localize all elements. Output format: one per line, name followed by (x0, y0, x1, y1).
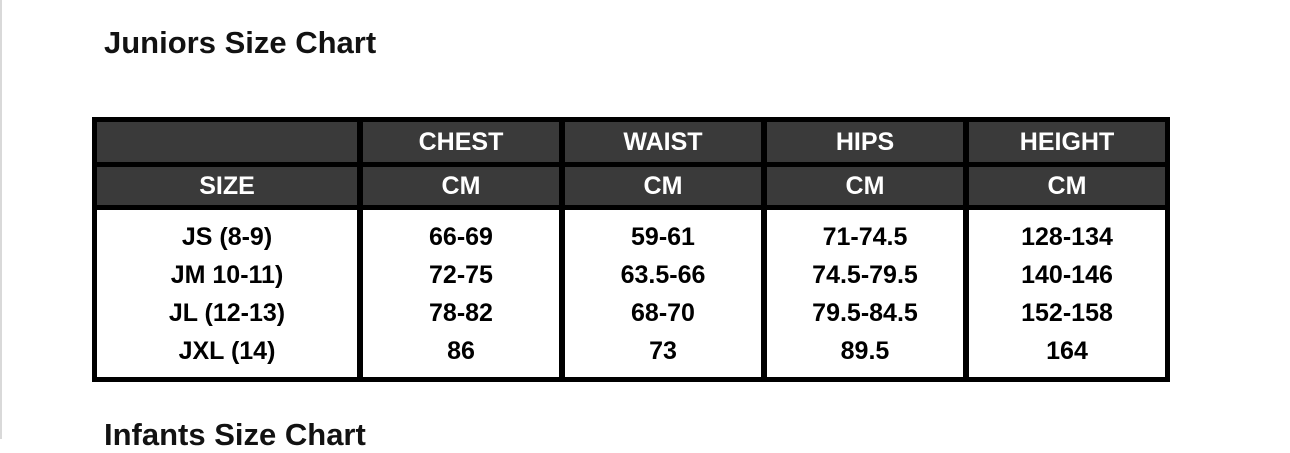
unit-cell-height: CM (969, 167, 1165, 205)
header-cell-chest: CHEST (363, 122, 559, 162)
size-column: JS (8-9) JM 10-11) JL (12-13) JXL (14) (97, 210, 357, 377)
chest-value: 86 (447, 336, 475, 365)
screenshot-left-edge (0, 0, 2, 439)
chest-value: 72-75 (429, 260, 493, 289)
header-cell-height: HEIGHT (969, 122, 1165, 162)
unit-cell-hips: CM (767, 167, 963, 205)
size-value: JM 10-11) (170, 260, 284, 289)
size-value: JXL (14) (178, 336, 276, 365)
chest-value: 78-82 (429, 298, 493, 327)
unit-cell-chest: CM (363, 167, 559, 205)
chest-value: 66-69 (429, 222, 493, 251)
hips-value: 74.5-79.5 (812, 260, 918, 289)
header-cell-hips: HIPS (767, 122, 963, 162)
waist-value: 73 (649, 336, 677, 365)
next-section-title-clipped: Infants Size Chart (104, 417, 366, 452)
height-value: 140-146 (1021, 260, 1113, 289)
height-column: 128-134 140-146 152-158 164 (969, 210, 1165, 377)
page-title: Juniors Size Chart (104, 25, 377, 60)
waist-value: 63.5-66 (620, 260, 706, 289)
header-cell-waist: WAIST (565, 122, 761, 162)
hips-column: 71-74.5 74.5-79.5 79.5-84.5 89.5 (767, 210, 963, 377)
header-cell-size-label: SIZE (97, 167, 357, 205)
unit-cell-waist: CM (565, 167, 761, 205)
hips-value: 79.5-84.5 (812, 298, 918, 327)
height-value: 164 (1046, 336, 1088, 365)
hips-value: 71-74.5 (822, 222, 908, 251)
waist-value: 68-70 (631, 298, 695, 327)
height-value: 128-134 (1021, 222, 1113, 251)
header-cell-empty (97, 122, 357, 162)
size-value: JL (12-13) (168, 298, 286, 327)
juniors-size-table: CHEST WAIST HIPS HEIGHT SIZE CM CM CM CM… (92, 117, 1170, 382)
hips-value: 89.5 (840, 336, 890, 365)
height-value: 152-158 (1021, 298, 1113, 327)
chest-column: 66-69 72-75 78-82 86 (363, 210, 559, 377)
waist-value: 59-61 (631, 222, 695, 251)
size-value: JS (8-9) (181, 222, 273, 251)
waist-column: 59-61 63.5-66 68-70 73 (565, 210, 761, 377)
